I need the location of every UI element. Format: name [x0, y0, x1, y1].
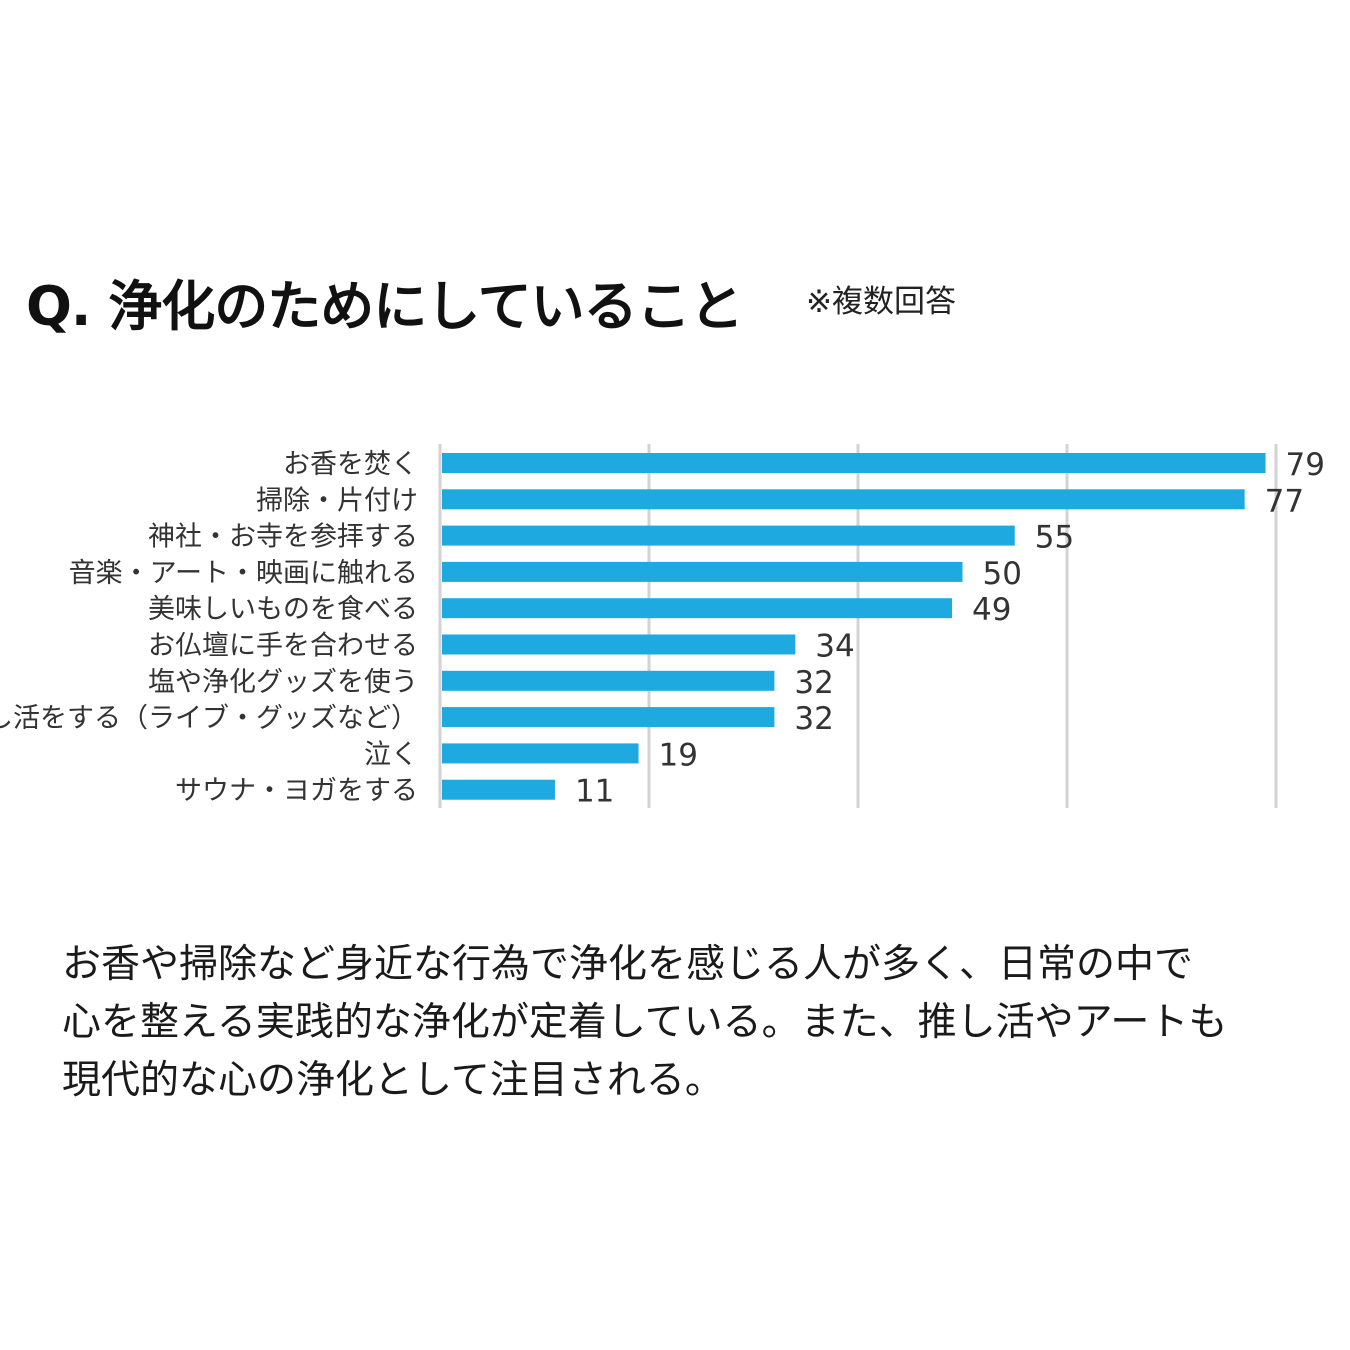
chart-title: Q. 浄化のためにしていること: [26, 275, 744, 338]
bar-0: [442, 453, 1266, 473]
category-labels: お香を焚く掃除・片付け神社・お寺を参拝する音楽・アート・映画に触れる美味しいもの…: [0, 449, 418, 807]
category-label-2: 神社・お寺を参拝する: [148, 522, 418, 553]
category-label-4: 美味しいものを食べる: [148, 594, 418, 625]
bar-8: [442, 743, 639, 764]
multiple-answer-note: ※複数回答: [806, 284, 956, 320]
value-label-3: 50: [983, 556, 1022, 592]
bars: [442, 453, 1266, 800]
category-label-0: お香を焚く: [283, 449, 418, 480]
summary-line-2: 心を整える実践的な浄化が定着している。また、推し活やアートも: [62, 1000, 1228, 1045]
value-label-2: 55: [1035, 520, 1074, 556]
bar-2: [442, 525, 1015, 546]
category-label-3: 音楽・アート・映画に触れる: [69, 558, 418, 589]
value-label-1: 77: [1265, 483, 1304, 519]
value-label-7: 32: [794, 701, 833, 737]
category-label-7: 推し活をする（ライブ・グッズなど）: [0, 703, 418, 734]
value-label-6: 32: [794, 665, 833, 701]
category-label-5: お仏壇に手を合わせる: [148, 631, 418, 662]
category-label-1: 掃除・片付け: [256, 485, 418, 516]
value-label-0: 79: [1286, 447, 1325, 483]
category-label-9: サウナ・ヨガをする: [175, 776, 418, 807]
summary-text: お香や掃除など身近な行為で浄化を感じる人が多く、日常の中で 心を整える実践的な浄…: [62, 936, 1302, 1110]
bar-3: [442, 561, 963, 582]
bar-5: [442, 634, 796, 655]
summary-line-3: 現代的な心の浄化として注目される。: [62, 1058, 724, 1103]
bar-1: [442, 489, 1245, 510]
category-label-6: 塩や浄化グッズを使う: [148, 667, 418, 698]
bar-4: [442, 598, 953, 619]
value-label-4: 49: [972, 592, 1011, 628]
bar-6: [442, 670, 775, 691]
value-label-5: 34: [815, 629, 854, 665]
bar-9: [442, 779, 555, 800]
bar-7: [442, 707, 775, 728]
value-label-9: 11: [575, 774, 614, 810]
category-label-8: 泣く: [364, 739, 418, 770]
value-label-8: 19: [659, 737, 698, 773]
summary-line-1: お香や掃除など身近な行為で浄化を感じる人が多く、日常の中で: [62, 942, 1194, 987]
